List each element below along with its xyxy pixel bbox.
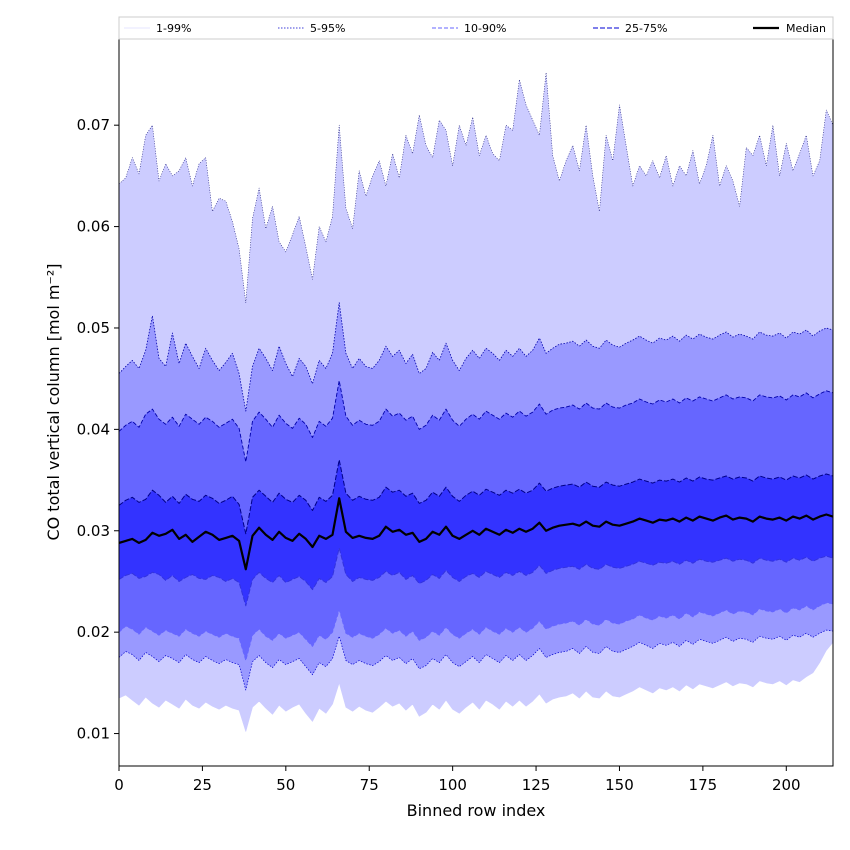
x-axis-label: Binned row index [407, 801, 546, 820]
line-p90 [119, 380, 833, 463]
x-tick-label: 25 [193, 776, 212, 794]
x-axis-ticks: 0 25 50 75 100 125 150 175 200 [114, 766, 801, 794]
y-tick-label: 0.04 [77, 420, 110, 438]
x-tick-label: 0 [114, 776, 124, 794]
line-median [119, 497, 833, 571]
legend-label: 25-75% [625, 22, 667, 35]
y-tick-label: 0.05 [77, 319, 110, 337]
y-axis-label: CO total vertical column [mol m⁻²] [44, 263, 63, 540]
legend-frame [118, 16, 834, 40]
line-p95 [119, 302, 833, 412]
legend: 1-99% 5-95% 10-90% 25-75% Median [118, 16, 834, 40]
line-p5 [119, 629, 833, 691]
y-axis-ticks: 0.01 0.02 0.03 0.04 0.05 0.06 0.07 [77, 116, 119, 743]
line-p75 [119, 459, 833, 535]
y-tick-label: 0.03 [77, 522, 110, 540]
line-p10 [119, 602, 833, 661]
y-tick-label: 0.01 [77, 725, 110, 743]
x-tick-label: 175 [689, 776, 718, 794]
x-tick-label: 125 [522, 776, 551, 794]
y-tick-label: 0.06 [77, 218, 110, 236]
percentile-lines [119, 72, 833, 732]
y-tick-label: 0.07 [77, 116, 110, 134]
x-tick-label: 100 [438, 776, 467, 794]
line-p1 [119, 642, 833, 732]
y-tick-label: 0.02 [77, 623, 110, 641]
line-p25 [119, 547, 833, 607]
x-tick-label: 75 [360, 776, 379, 794]
x-tick-label: 50 [276, 776, 295, 794]
x-tick-label: 150 [605, 776, 634, 794]
legend-label: 10-90% [464, 22, 506, 35]
legend-label: 1-99% [156, 22, 191, 35]
x-tick-label: 200 [772, 776, 801, 794]
legend-label: 5-95% [310, 22, 345, 35]
legend-label: Median [786, 22, 826, 35]
